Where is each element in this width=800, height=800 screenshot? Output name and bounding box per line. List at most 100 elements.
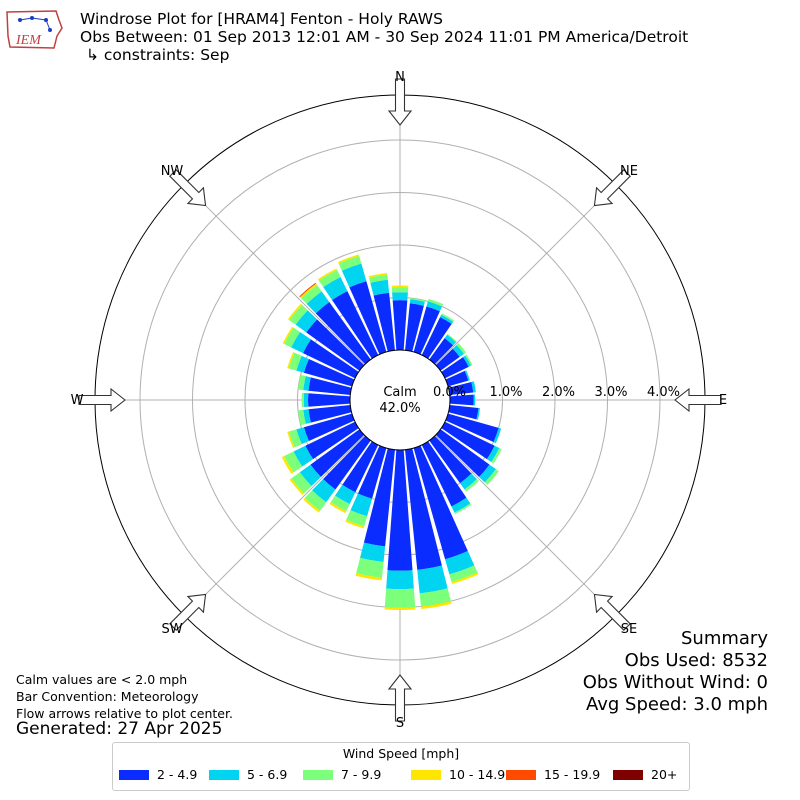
bar-segment-190-1: [360, 542, 386, 563]
bar-segment-280-1: [303, 376, 311, 391]
bar-segment-170-3: [420, 601, 452, 610]
bar-segment-300-0: [302, 339, 359, 379]
bar-segment-300-1: [291, 332, 311, 354]
bar-segment-220-0: [323, 435, 371, 490]
r-tick-label: 3.0%: [595, 385, 628, 400]
bar-segment-340-2: [338, 255, 362, 271]
bar-segment-310-2: [289, 304, 308, 325]
bar-segment-250-3: [287, 431, 295, 449]
bar-segment-250-2: [288, 429, 302, 448]
bar-segment-300-2: [284, 327, 301, 348]
chart-title: Windrose Plot for [HRAM4] Fenton - Holy …: [80, 10, 443, 28]
constraints-label: ↳ constraints: Sep: [86, 46, 230, 64]
bar-segment-170-1: [417, 565, 448, 594]
bar-segment-200-2: [346, 510, 368, 527]
bar-segment-10-2: [410, 298, 426, 302]
arrow-ne-icon: [593, 169, 631, 207]
bar-segment-210-2: [330, 495, 350, 512]
summary-avg-speed: Avg Speed: 3.0 mph: [586, 694, 768, 715]
bar-segment-240-2: [284, 451, 303, 473]
legend-item: 10 - 14.9: [411, 767, 505, 782]
bar-segment-180-0: [387, 449, 413, 571]
bar-segment-10-0: [405, 303, 424, 352]
bar-segment-210-3: [329, 502, 347, 514]
bar-segment-130-1: [479, 464, 496, 483]
bar-segment-50-1: [452, 345, 464, 357]
bar-segment-220-1: [312, 479, 336, 503]
bar-segment-260-2: [298, 409, 306, 426]
bar-segment-320-3: [299, 283, 318, 299]
arrow-nw-icon: [169, 169, 207, 207]
bar-segment-250-0: [303, 413, 355, 441]
windrose-plot: Calm 42.0% 0.0% 1.0% 2.0% 3.0% 4.0% N NE E SE S S…: [71, 70, 728, 731]
bar-segment-290-1: [296, 355, 309, 373]
title-block: Windrose Plot for [HRAM4] Fenton - Holy …: [80, 10, 688, 64]
direction-label-w: W: [71, 393, 84, 408]
bar-convention-note: Bar Convention: Meteorology: [16, 689, 199, 704]
direction-label-e: E: [719, 393, 727, 408]
calm-circle: [349, 349, 451, 451]
bar-segment-340-1: [341, 263, 367, 288]
bar-segment-210-0: [342, 441, 379, 493]
legend-item: 15 - 19.9: [506, 767, 600, 782]
r-tick-label: 2.0%: [542, 385, 575, 400]
legend-label: 2 - 4.9: [157, 767, 198, 782]
direction-label-s: S: [396, 716, 404, 731]
bar-segment-100-0: [448, 405, 479, 420]
direction-label-se: SE: [621, 622, 637, 637]
bar-segment-90-1: [473, 394, 476, 406]
logo-text: IEM: [15, 33, 42, 48]
bar-segment-200-3: [345, 519, 365, 529]
legend-item: 5 - 6.9: [209, 767, 287, 782]
direction-labels: N NE E SE S SW W NW: [71, 70, 728, 731]
bar-segment-110-1: [493, 427, 502, 444]
grid-spoke: [435, 183, 617, 365]
bar-segment-20-1: [426, 301, 443, 312]
legend-swatch: [506, 769, 536, 780]
bar-segment-330-3: [317, 268, 338, 281]
bar-segment-30-1: [440, 314, 454, 324]
bar-segment-90-0: [449, 394, 474, 406]
bar-segment-50-0: [435, 348, 460, 371]
iem-logo-graphic: IEM: [6, 10, 63, 49]
bar-segment-290-2: [288, 352, 302, 371]
bar-segment-70-1: [464, 370, 470, 381]
bar-segment-160-1: [445, 550, 475, 575]
bar-segment-130-2: [484, 469, 499, 486]
direction-label-nw: NW: [161, 164, 184, 179]
legend-label: 20+: [651, 767, 678, 782]
bar-segment-30-2: [441, 313, 455, 322]
legend-label: 7 - 9.9: [341, 767, 382, 782]
legend-swatch: [303, 769, 333, 780]
bar-segment-220-2: [304, 490, 327, 511]
bar-segment-180-3: [384, 606, 416, 611]
arrow-s-icon: [387, 674, 413, 722]
bar-segment-330-0: [332, 291, 379, 359]
chart-subtitle: Obs Between: 01 Sep 2013 12:01 AM - 30 S…: [80, 28, 689, 46]
bar-segment-290-0: [303, 359, 355, 387]
direction-label-n: N: [395, 70, 405, 85]
bar-segment-170-2: [419, 588, 451, 607]
r-tick-label: 0.0%: [433, 385, 466, 400]
legend-label: 5 - 6.9: [247, 767, 288, 782]
bar-segment-310-3: [287, 303, 303, 321]
bar-segment-230-0: [310, 429, 365, 477]
arrow-n-icon: [387, 78, 413, 126]
legend-item: 20+: [613, 767, 677, 782]
r-tick-label: 1.0%: [490, 385, 523, 400]
legend-label: 10 - 14.9: [449, 767, 506, 782]
bar-segment-340-3: [337, 254, 360, 264]
legend-swatch: [209, 769, 239, 780]
bar-segment-230-2: [291, 472, 312, 494]
bar-segment-50-2: [456, 343, 467, 354]
bar-segment-150-0: [421, 441, 467, 507]
bar-segment-200-1: [350, 493, 373, 517]
direction-arrows: [78, 78, 722, 722]
bar-segment-270-0: [308, 393, 351, 407]
bar-segment-350-0: [373, 292, 395, 352]
legend: Wind Speed [mph] 2 - 4.9 5 - 6.9 7 - 9.9 10…: [112, 742, 690, 791]
bar-segment-170-0: [405, 448, 442, 570]
bar-segment-100-1: [476, 407, 481, 420]
bar-segment-330-2: [318, 269, 341, 288]
bar-segment-160-2: [449, 565, 478, 582]
